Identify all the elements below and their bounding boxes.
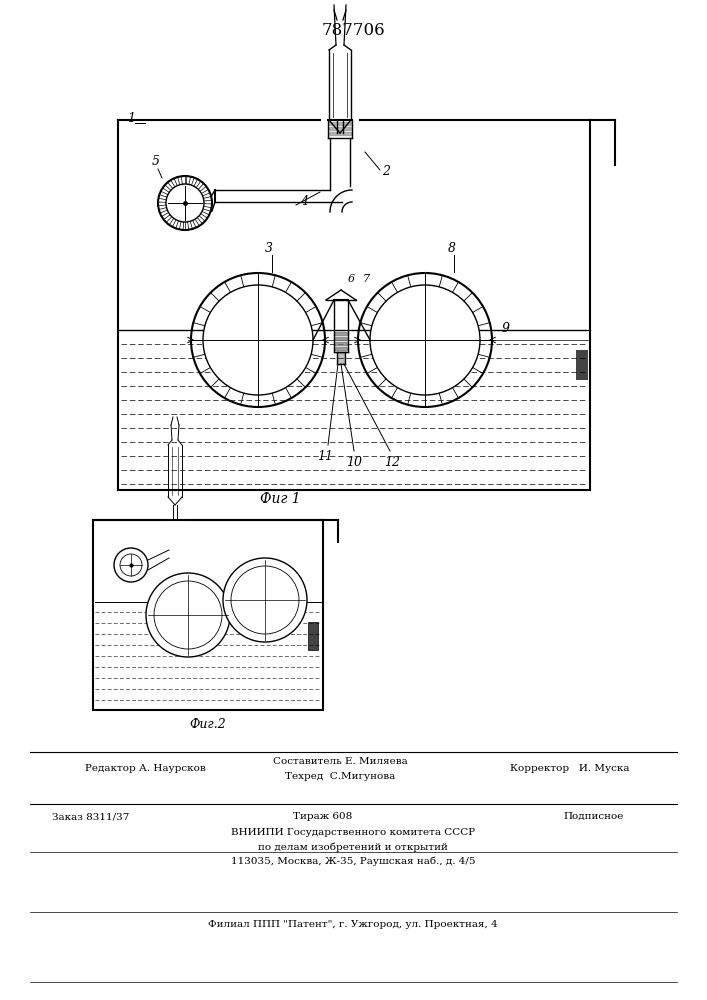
Text: 4: 4 bbox=[300, 195, 308, 208]
Text: 7: 7 bbox=[363, 274, 370, 284]
Circle shape bbox=[223, 558, 307, 642]
Text: Филиал ППП "Патент", г. Ужгород, ул. Проектная, 4: Филиал ППП "Патент", г. Ужгород, ул. Про… bbox=[208, 920, 498, 929]
Text: 8: 8 bbox=[448, 242, 456, 255]
Text: 12: 12 bbox=[384, 456, 400, 469]
Circle shape bbox=[154, 581, 222, 649]
Text: Редактор А. Наурсков: Редактор А. Наурсков bbox=[85, 764, 206, 773]
Circle shape bbox=[120, 554, 142, 576]
Text: 787706: 787706 bbox=[321, 22, 385, 39]
Circle shape bbox=[166, 184, 204, 222]
Text: 10: 10 bbox=[346, 456, 362, 469]
Text: Заказ 8311/37: Заказ 8311/37 bbox=[52, 812, 129, 821]
Text: 3: 3 bbox=[265, 242, 273, 255]
Text: Составитель Е. Миляева: Составитель Е. Миляева bbox=[273, 757, 407, 766]
Text: 5: 5 bbox=[152, 155, 160, 168]
Bar bbox=[308, 622, 318, 650]
Text: 113035, Москва, Ж-35, Раушская наб., д. 4/5: 113035, Москва, Ж-35, Раушская наб., д. … bbox=[230, 856, 475, 865]
Text: Корректор   И. Муска: Корректор И. Муска bbox=[510, 764, 629, 773]
Circle shape bbox=[203, 285, 313, 395]
Text: 2: 2 bbox=[382, 165, 390, 178]
Text: 6: 6 bbox=[348, 274, 355, 284]
Bar bbox=[576, 350, 588, 380]
Circle shape bbox=[231, 566, 299, 634]
Text: Фиг 1: Фиг 1 bbox=[259, 492, 300, 506]
Text: 11: 11 bbox=[317, 450, 333, 463]
Text: Техред  С.Мигунова: Техред С.Мигунова bbox=[285, 772, 395, 781]
Text: ВНИИПИ Государственного комитета СССР: ВНИИПИ Государственного комитета СССР bbox=[231, 828, 475, 837]
Text: по делам изобретений и открытий: по делам изобретений и открытий bbox=[258, 842, 448, 852]
Circle shape bbox=[370, 285, 480, 395]
Text: 9: 9 bbox=[502, 322, 510, 335]
Circle shape bbox=[114, 548, 148, 582]
Circle shape bbox=[158, 176, 212, 230]
Bar bbox=[93, 520, 323, 710]
Circle shape bbox=[146, 573, 230, 657]
Text: Подписное: Подписное bbox=[563, 812, 624, 821]
Text: Тираж 608: Тираж 608 bbox=[293, 812, 353, 821]
Text: 1: 1 bbox=[127, 112, 135, 125]
Text: Фиг.2: Фиг.2 bbox=[189, 718, 226, 731]
